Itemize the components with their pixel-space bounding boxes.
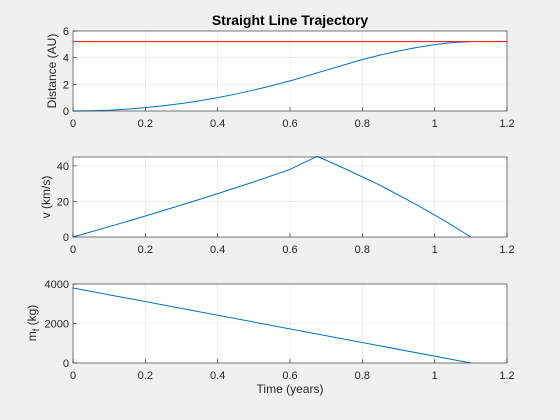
x-tick-label: 0.2: [138, 118, 153, 130]
x-tick-label: 0.6: [282, 370, 297, 382]
ylabel-fuel-mass-base: m: [25, 331, 39, 341]
subplot-distance: 0 0.2 0.4 0.6 0.8 1 1.2 0 2 4 6 Straight Line Traj…: [45, 12, 515, 130]
series-distance: [72, 41, 507, 112]
subplot-velocity: 0 0.2 0.4 0.6 0.8 1 1.2 0 20 40 v (km/s): [39, 155, 515, 256]
x-tick-label: 1: [432, 370, 438, 382]
x-tick-label: 1.2: [499, 118, 514, 130]
chart-title: Straight Line Trajectory: [212, 12, 369, 28]
x-tick-label: 0: [70, 244, 76, 256]
xlabel-time: Time (years): [257, 382, 324, 396]
x-tick-label: 0.4: [210, 244, 225, 256]
x-tick-label: 1.2: [499, 370, 514, 382]
x-tick-label: 0.2: [138, 244, 153, 256]
x-tick-label: 0.2: [138, 370, 153, 382]
subplot-fuel-mass: 0 0.2 0.4 0.6 0.8 1 1.2 0 2000 4000 mf (kg) Time …: [25, 279, 515, 396]
ylabel-fuel-mass: mf (kg): [25, 305, 41, 342]
y-tick-label: 40: [57, 161, 69, 173]
x-tick-label: 1: [432, 244, 438, 256]
y-tick-label: 2000: [45, 319, 69, 331]
series-line-0: [72, 41, 471, 112]
x-tick-label: 0.8: [355, 370, 370, 382]
y-tick-label: 6: [63, 26, 69, 38]
x-tick-label: 0.6: [282, 118, 297, 130]
y-tick-label: 4: [63, 53, 69, 65]
y-tick-label: 4000: [45, 279, 69, 291]
x-tick-label: 0.4: [210, 370, 225, 382]
x-tick-label: 0.6: [282, 244, 297, 256]
ylabel-fuel-mass-rest: (kg): [25, 305, 39, 329]
ticks-fuel-mass: 0 0.2 0.4 0.6 0.8 1 1.2 0 2000 4000: [45, 279, 515, 382]
ylabel-distance: Distance (AU): [45, 34, 59, 109]
series-velocity: [72, 155, 472, 238]
ticks-velocity: 0 0.2 0.4 0.6 0.8 1 1.2 0 20 40: [57, 161, 515, 256]
x-tick-label: 0.8: [355, 118, 370, 130]
x-tick-label: 0: [70, 118, 76, 130]
y-tick-label: 0: [63, 358, 69, 370]
y-tick-label: 0: [63, 232, 69, 244]
series-line-0: [72, 287, 471, 364]
series-fuel-mass: [72, 287, 471, 364]
x-tick-label: 0.8: [355, 244, 370, 256]
x-tick-label: 0.4: [210, 118, 225, 130]
ylabel-fuel-mass-sub: f: [31, 328, 41, 331]
y-tick-label: 2: [63, 79, 69, 91]
y-tick-label: 20: [57, 196, 69, 208]
x-tick-label: 1.2: [499, 244, 514, 256]
x-tick-label: 0: [70, 370, 76, 382]
ylabel-velocity: v (km/s): [39, 176, 53, 219]
x-tick-label: 1: [432, 118, 438, 130]
ticks-distance: 0 0.2 0.4 0.6 0.8 1 1.2 0 2 4 6: [63, 26, 515, 130]
series-line-0: [72, 155, 472, 238]
y-tick-label: 0: [63, 106, 69, 118]
